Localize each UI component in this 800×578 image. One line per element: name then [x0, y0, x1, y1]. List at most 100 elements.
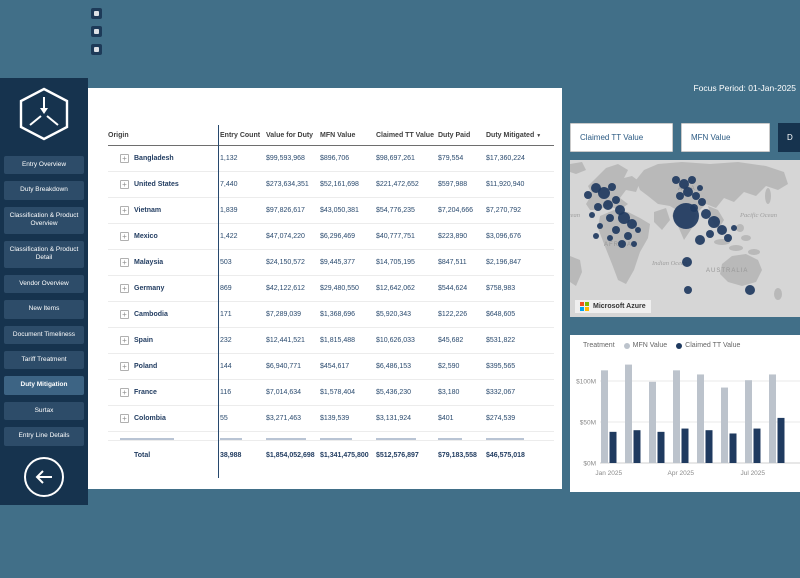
table-cell: $9,445,377	[320, 259, 356, 266]
table-cell: $17,360,224	[486, 155, 525, 162]
expand-icon[interactable]: +	[120, 180, 129, 189]
table-body: + Bangladesh 1,132 $99,593,968 $896,706 $98,6…	[108, 146, 554, 469]
sidebar-item-duty-breakdown[interactable]: Duty Breakdown	[4, 181, 84, 200]
legend-item-mfn-value[interactable]: MFN Value	[623, 342, 667, 349]
map-visual: ASIA AFRICA AUSTRALIA Pacific Ocean Indi…	[570, 160, 800, 317]
sidebar-nav: Entry Overview Duty Breakdown Classificati…	[0, 156, 88, 446]
table-cell: $14,705,195	[376, 259, 415, 266]
bar-chart-plot: $100M $50M $0M Jan 2025 Apr 2025 Jul 2025	[576, 364, 800, 477]
table-cell: $52,161,698	[320, 181, 359, 188]
table-cell: $45,682	[438, 337, 464, 344]
sidebar-item-classification-product-overview[interactable]: Classification & Product Overview	[4, 206, 84, 234]
table-row: + Colombia 55 $3,271,463 $139,539 $3,131,924 $…	[108, 406, 554, 432]
claimed-tt-value-slicer[interactable]: Claimed TT Value	[570, 123, 673, 152]
mfn-value-slicer[interactable]: MFN Value	[681, 123, 770, 152]
mini-toolbar-icon-3[interactable]	[91, 44, 102, 55]
table-cell: $10,626,033	[376, 337, 415, 344]
table-cell: $758,983	[486, 285, 516, 292]
mini-toolbar	[91, 8, 102, 55]
table-cell: $531,822	[486, 337, 516, 344]
sidebar-item-entry-line-details[interactable]: Entry Line Details	[4, 427, 84, 446]
sidebar-item-duty-mitigation[interactable]: Duty Mitigation	[4, 376, 84, 395]
expand-icon[interactable]: +	[120, 154, 129, 163]
expand-icon[interactable]: +	[120, 232, 129, 241]
table-cell: 7,440	[220, 181, 238, 188]
sidebar-item-tariff-treatment[interactable]: Tariff Treatment	[4, 350, 84, 370]
origin-name: Vietnam	[134, 207, 162, 214]
legend-dot-icon	[676, 342, 683, 349]
column-header-duty-paid[interactable]: Duty Paid	[438, 132, 471, 139]
svg-text:$50M: $50M	[580, 420, 596, 427]
table-cell: $544,624	[438, 285, 468, 292]
expand-icon[interactable]: +	[120, 310, 129, 319]
expand-icon[interactable]: +	[120, 388, 129, 397]
sidebar-item-vendor-overview[interactable]: Vendor Overview	[4, 274, 84, 294]
mini-toolbar-icon-1[interactable]	[91, 8, 102, 19]
map-label-indian-ocean: Indian Ocean	[651, 260, 688, 267]
back-arrow-icon	[35, 469, 52, 484]
table-cell: $1,368,696	[320, 311, 356, 318]
table-row: + Spain 232 $12,441,521 $1,815,488 $10,626,03…	[108, 328, 554, 354]
column-header-entry-count[interactable]: Entry Count	[220, 132, 261, 139]
table-row: + Germany 869 $42,122,612 $29,480,550 $12,642…	[108, 276, 554, 302]
table-cell: $139,539	[320, 415, 350, 422]
expand-icon[interactable]: +	[120, 362, 129, 371]
table-cell: $6,296,469	[320, 233, 356, 240]
origin-name: Germany	[134, 285, 165, 292]
table-cell: 869	[220, 285, 232, 292]
svg-text:Apr 2025: Apr 2025	[668, 470, 695, 477]
expand-icon[interactable]: +	[120, 336, 129, 345]
sidebar-item-classification-product-detail[interactable]: Classification & Product Detail	[4, 240, 84, 268]
chart-legend-items: MFN Value Claimed TT Value	[623, 342, 740, 349]
table-cell: $454,617	[320, 363, 350, 370]
legend-item-claimed-tt-value[interactable]: Claimed TT Value	[676, 342, 740, 349]
table-cell: $42,122,612	[266, 285, 305, 292]
table-cell: $99,593,968	[266, 155, 305, 162]
table-row: + Malaysia 503 $24,150,572 $9,445,377 $14,705…	[108, 250, 554, 276]
column-header-origin[interactable]: Origin	[108, 132, 129, 139]
origin-name: Bangladesh	[134, 155, 174, 162]
table-cell: $24,150,572	[266, 259, 305, 266]
origin-name: Mexico	[134, 233, 158, 240]
table-row: + Poland 144 $6,940,771 $454,617 $6,486,153 $2…	[108, 354, 554, 380]
table-cell: $401	[438, 415, 454, 422]
expand-icon[interactable]: +	[120, 284, 129, 293]
table-header: Origin Entry Count Value for Duty MFN Value…	[108, 128, 554, 146]
map-label-ocean-partial: Ocean	[570, 212, 580, 219]
table-total-row: Total 38,988 $1,854,052,698 $1,341,475,800 $…	[108, 441, 554, 469]
svg-text:Jan 2025: Jan 2025	[595, 470, 622, 477]
table-cell: 232	[220, 337, 232, 344]
map-bubbles-layer	[584, 176, 755, 295]
microsoft-logo-icon	[580, 302, 589, 311]
table-row: + Mexico 1,422 $47,074,220 $6,296,469 $40,777…	[108, 224, 554, 250]
table-cell: $847,511	[438, 259, 467, 266]
table-column-divider	[218, 125, 219, 478]
svg-text:$100M: $100M	[576, 379, 596, 386]
origin-name: Colombia	[134, 415, 166, 422]
sidebar-item-document-timeliness[interactable]: Document Timeliness	[4, 325, 84, 344]
expand-icon[interactable]: +	[120, 414, 129, 423]
table-row: + Cambodia 171 $7,289,039 $1,368,696 $5,920,3…	[108, 302, 554, 328]
column-header-mfn-value[interactable]: MFN Value	[320, 132, 356, 139]
table-cell: 144	[220, 363, 232, 370]
sidebar-item-surtax[interactable]: Surtax	[4, 401, 84, 421]
table-row: + France 116 $7,014,634 $1,578,404 $5,436,230…	[108, 380, 554, 406]
sidebar-item-new-items[interactable]: New Items	[4, 300, 84, 319]
table-row: + United States 7,440 $273,634,351 $52,161,6…	[108, 172, 554, 198]
back-button[interactable]	[24, 456, 64, 497]
table-row: + Vietnam 1,839 $97,826,617 $43,050,381 $54,7…	[108, 198, 554, 224]
column-header-claimed-tt-value[interactable]: Claimed TT Value	[376, 132, 434, 139]
sidebar-item-entry-overview[interactable]: Entry Overview	[4, 156, 84, 175]
table-cell: $1,578,404	[320, 389, 356, 396]
column-header-duty-mitigated[interactable]: Duty Mitigated ▼	[486, 132, 542, 139]
mini-toolbar-icon-2[interactable]	[91, 26, 102, 37]
column-header-value-for-duty[interactable]: Value for Duty	[266, 132, 314, 139]
table-cell: $12,441,521	[266, 337, 305, 344]
expand-icon[interactable]: +	[120, 258, 129, 267]
table-cell: $1,341,475,800	[320, 451, 369, 459]
focus-period-label: Focus Period: 01-Jan-2025	[693, 83, 796, 93]
table-cell: $395,565	[486, 363, 516, 370]
clipped-dark-button[interactable]: D	[778, 123, 800, 152]
claimed-tt-value-slicer-label: Claimed TT Value	[580, 133, 644, 142]
expand-icon[interactable]: +	[120, 206, 129, 215]
